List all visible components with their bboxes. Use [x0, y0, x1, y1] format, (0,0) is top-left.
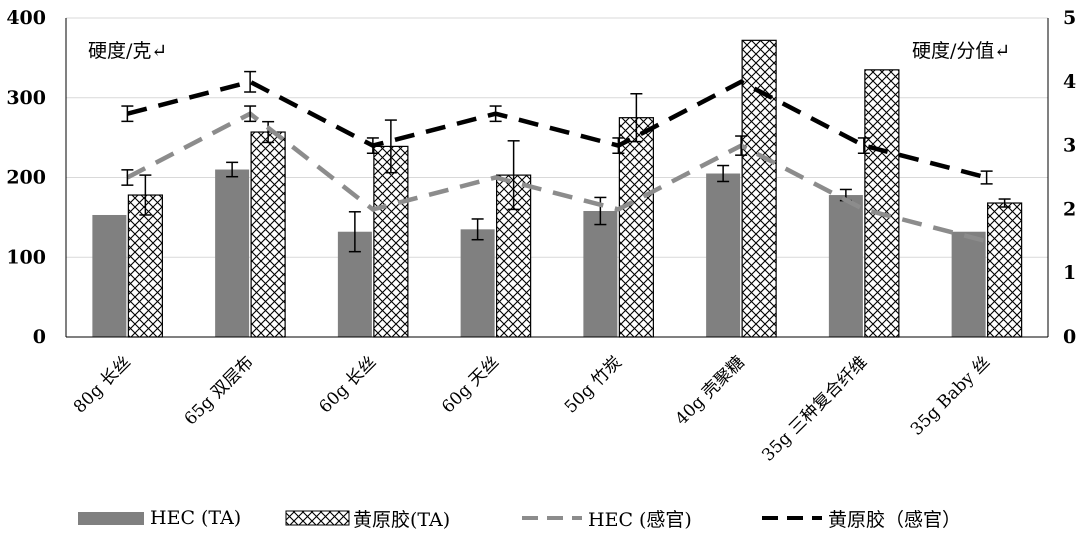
y-left-tick-label: 200 [6, 167, 46, 189]
bar-hec-ta [583, 210, 618, 337]
y-right-tick-label: 3 [1063, 135, 1076, 157]
bar-hec-ta [215, 169, 250, 337]
bar-hec-ta [706, 173, 741, 337]
y-right-tick-label: 4 [1063, 71, 1076, 93]
x-tick-label: 60g 天丝 [438, 352, 503, 417]
legend-label-xanthan-ta: 黄原胶(TA) [353, 508, 451, 531]
legend-swatch-hatched-bar [285, 510, 350, 526]
x-tick-label: 60g 长丝 [315, 352, 380, 417]
x-tick-label: 35g Baby 丝 [907, 352, 994, 439]
bars-layer [92, 39, 1023, 338]
lines-layer [121, 70, 993, 244]
bar-hec-ta [951, 231, 986, 337]
line-hec-sensory [126, 111, 988, 244]
x-tick-label: 80g 长丝 [70, 352, 135, 417]
legend-item-hec-ta: HEC (TA) [78, 503, 241, 533]
y-right-tick-label: 2 [1063, 198, 1076, 220]
x-tick-label: 65g 双层布 [181, 352, 258, 429]
bar-xanthan-ta [618, 117, 654, 338]
legend-swatch-black-dash [762, 516, 822, 520]
legend-swatch-gray-bar [78, 512, 144, 525]
bar-xanthan-ta [127, 194, 163, 338]
y-right-tick-label: 0 [1063, 326, 1076, 348]
legend-label-xanthan-sensory: 黄原胶（感官） [828, 508, 962, 531]
bar-hec-ta [460, 229, 495, 337]
legend-label-hec-sensory: HEC (感官) [588, 508, 692, 531]
x-tick-label: 50g 竹炭 [561, 352, 626, 417]
y-left-tick-label: 400 [6, 7, 46, 29]
legend: HEC (TA) 黄原胶(TA) HEC (感官) 黄原胶（感官） [0, 503, 1081, 533]
bar-xanthan-ta [373, 145, 409, 338]
x-tick-label: 40g 壳聚糖 [672, 352, 749, 429]
line-xanthan-sensory [126, 79, 988, 180]
bar-xanthan-ta [864, 69, 900, 338]
legend-item-xanthan-ta: 黄原胶(TA) [285, 503, 450, 533]
legend-item-xanthan-sensory: 黄原胶（感官） [760, 503, 961, 533]
bar-xanthan-ta [741, 39, 777, 338]
bar-hec-ta [828, 195, 863, 337]
legend-swatch-gray-dash [522, 516, 582, 520]
y-right-label: 硬度/分值↵ [912, 40, 1010, 62]
y-right-tick-label: 5 [1063, 7, 1076, 29]
y-right-tick-label: 1 [1063, 262, 1076, 284]
y-left-tick-label: 0 [33, 326, 46, 348]
y-left-tick-label: 300 [6, 87, 46, 109]
y-left-tick-label: 100 [6, 246, 46, 268]
x-tick-label: 35g 三种复合纤维 [758, 352, 871, 465]
bar-xanthan-ta [987, 202, 1023, 338]
bar-hec-ta [92, 214, 127, 337]
legend-item-hec-sensory: HEC (感官) [520, 503, 692, 533]
y-left-label: 硬度/克↵ [88, 40, 167, 62]
gridlines [66, 17, 1048, 258]
bar-xanthan-ta [250, 131, 286, 338]
legend-label-hec-ta: HEC (TA) [150, 507, 242, 529]
axes-layer: 0 100 200 300 400 0 1 2 3 4 5 80g 长丝 65g 双层布 60g 长丝 60… [6, 7, 1076, 465]
